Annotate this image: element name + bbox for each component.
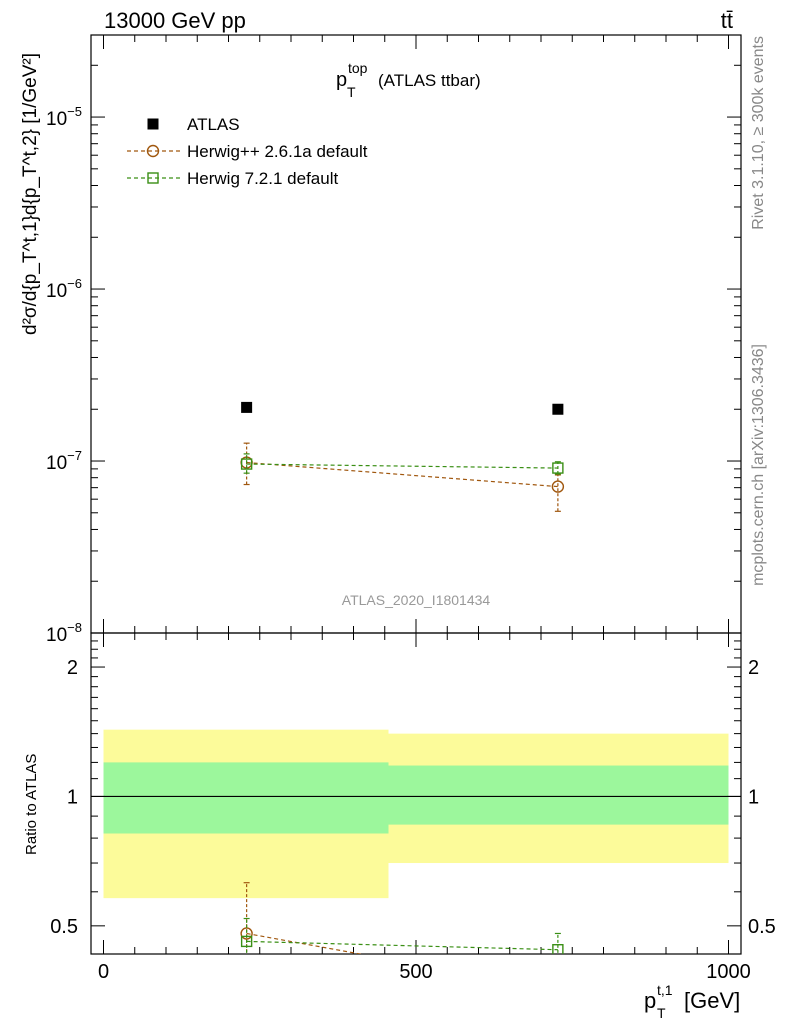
- svg-text:top: top: [348, 60, 368, 76]
- y-tick-label: 10−6: [46, 276, 82, 302]
- x-tick-label: 1000: [706, 961, 751, 983]
- ratio-y-tick-label-right: 2: [748, 657, 759, 679]
- data-point-herwig7: [147, 172, 159, 184]
- svg-text:[GeV]: [GeV]: [684, 988, 740, 1013]
- y-tick-label: 10−8: [46, 620, 82, 646]
- svg-text:(ATLAS ttbar): (ATLAS ttbar): [378, 71, 481, 90]
- series-line: [246, 463, 558, 469]
- svg-text:T: T: [657, 1005, 666, 1021]
- data-point-herwigpp: [551, 480, 565, 493]
- main-y-axis-label: d²σ/d{p_T^t,1}d{p_T^t,2} [1/GeV²]: [20, 53, 41, 335]
- rivet-label: Rivet 3.1.10, ≥ 300k events: [750, 36, 767, 230]
- legend-label: Herwig++ 2.6.1a default: [187, 142, 368, 161]
- tick-labels: 10−8 10−7 10−6 10−5 0.5 0.5 1 1 2 2 0 500 1000: [46, 104, 776, 983]
- ratio-y-tick-label-left: 0.5: [50, 916, 78, 938]
- data-point-herwig7: [552, 944, 564, 954]
- ratio-y-tick-label-left: 1: [67, 786, 78, 808]
- data-point-atlas: [241, 401, 253, 413]
- ratio-y-tick-label-right: 0.5: [748, 916, 776, 938]
- legend: ATLAS Herwig++ 2.6.1a default Herwig 7.2.1…: [127, 115, 368, 188]
- data-point-herwig7: [552, 462, 564, 474]
- x-label-unit: [GeV]: [684, 988, 740, 1013]
- svg-text:T: T: [347, 84, 356, 100]
- x-tick-label: 500: [399, 961, 432, 983]
- data-point-herwigpp: [552, 984, 563, 995]
- y-tick-label: 10−5: [46, 104, 82, 130]
- data-point-atlas: [147, 118, 159, 130]
- header-left-title: 13000 GeV pp: [104, 8, 246, 33]
- data-point-herwigpp: [240, 927, 253, 940]
- ratio-bands: [103, 729, 729, 899]
- y-tick-label: 10−7: [46, 448, 82, 474]
- ratio-band-inner: [103, 762, 389, 834]
- x-tick-label: 0: [98, 961, 109, 983]
- legend-label: Herwig 7.2.1 default: [187, 169, 338, 188]
- ratio-band-inner: [388, 765, 729, 825]
- analysis-watermark: ATLAS_2020_I1801434: [342, 592, 491, 608]
- x-label-sub: T: [657, 1005, 666, 1021]
- plot-title-main: p: [336, 69, 347, 91]
- ratio-series-group: [240, 882, 564, 995]
- plot-title: p top T (ATLAS ttbar): [336, 60, 481, 100]
- series-line: [246, 940, 558, 951]
- ratio-y-tick-label-right: 1: [748, 786, 759, 808]
- svg-text:p: p: [336, 69, 347, 91]
- data-point-herwigpp: [146, 144, 160, 158]
- legend-label: ATLAS: [187, 115, 240, 134]
- svg-text:p: p: [644, 988, 656, 1013]
- axis-ticks: [91, 35, 741, 954]
- svg-text:t,1: t,1: [657, 982, 673, 998]
- plot-title-suffix: (ATLAS ttbar): [378, 71, 481, 90]
- x-label-sup: t,1: [657, 982, 673, 998]
- ratio-y-tick-label-left: 2: [67, 657, 78, 679]
- header-right-title: tt̄: [721, 8, 733, 33]
- data-point-herwig7: [240, 935, 253, 948]
- mcplots-label: mcplots.cern.ch [arXiv:1306.3436]: [750, 344, 767, 586]
- data-point-atlas: [552, 403, 564, 415]
- x-label-main: p: [644, 988, 656, 1013]
- plot-title-sub: T: [347, 84, 356, 100]
- plot-title-sup: top: [348, 60, 368, 76]
- x-axis-label: p t,1 T [GeV]: [644, 982, 740, 1021]
- main-series-group: [240, 401, 565, 512]
- series-line: [246, 461, 558, 488]
- data-point-herwig7: [240, 458, 253, 470]
- ratio-y-axis-label: Ratio to ATLAS: [23, 754, 40, 855]
